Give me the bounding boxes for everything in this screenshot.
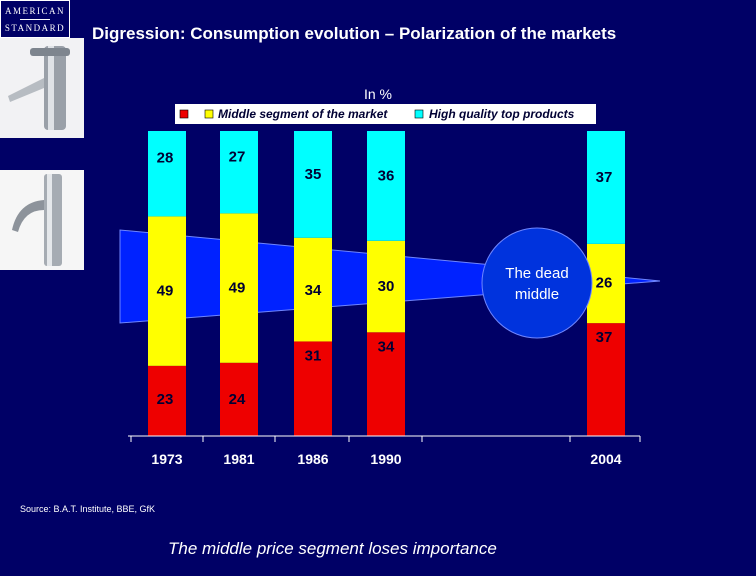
- x-label-1981: 1981: [223, 451, 254, 467]
- data-label-low-1981: 24: [229, 391, 246, 408]
- data-label-high-1986: 35: [305, 166, 322, 183]
- x-label-2004: 2004: [590, 451, 621, 467]
- bar-segment-high-1981: [220, 131, 258, 214]
- logo-divider: [20, 19, 50, 20]
- faucet-photo-2: [0, 170, 84, 270]
- x-axis-labels: 1973 1981 1986 1990 2004: [151, 451, 621, 467]
- data-label-middle-1990: 30: [378, 278, 395, 295]
- data-label-high-2004: 37: [596, 169, 613, 186]
- bar-segment-low-1990: [367, 332, 405, 436]
- bar-segment-low-2004: [587, 323, 625, 436]
- data-label-low-1990: 34: [378, 338, 395, 355]
- data-label-high-1973: 28: [157, 150, 174, 167]
- company-logo: AMERICAN STANDARD: [0, 0, 70, 38]
- legend-label-middle: Middle segment of the market: [218, 107, 388, 121]
- dead-middle-label-line-1: The dead: [505, 265, 568, 282]
- legend-box: [175, 104, 596, 124]
- logo-line-2: STANDARD: [4, 23, 66, 33]
- unit-label: In %: [364, 86, 392, 102]
- legend-swatch-middle: [204, 109, 214, 119]
- bar-segment-middle-2004: [587, 243, 625, 324]
- data-label-high-1990: 36: [378, 167, 395, 184]
- data-label-middle-1973: 49: [157, 283, 174, 300]
- source-note: Source: B.A.T. Institute, BBE, GfK: [20, 504, 156, 514]
- bar-segment-middle-1981: [220, 213, 258, 363]
- data-label-low-1973: 23: [157, 391, 174, 408]
- bar-group: 23 49 28 24 49 27 31 34 35 34 30 36 37 26 37: [148, 131, 625, 436]
- slide-title: Digression: Consumption evolution – Pola…: [92, 24, 617, 43]
- data-label-middle-1986: 34: [305, 282, 322, 299]
- dead-middle-annotation: The dead middle: [481, 227, 593, 339]
- footer-message: The middle price segment loses importanc…: [168, 539, 497, 558]
- bar-segment-high-1986: [294, 131, 332, 238]
- x-label-1973: 1973: [151, 451, 182, 467]
- x-label-1990: 1990: [370, 451, 401, 467]
- data-label-low-2004: 37: [596, 329, 613, 346]
- data-label-high-1981: 27: [229, 148, 246, 165]
- bar-segment-low-1981: [220, 362, 258, 436]
- bar-segment-middle-1986: [294, 237, 332, 342]
- faucet-photo-1: [0, 38, 84, 138]
- bar-segment-middle-1990: [367, 240, 405, 333]
- bar-segment-high-1990: [367, 131, 405, 241]
- bar-segment-high-1973: [148, 131, 186, 217]
- x-label-1986: 1986: [297, 451, 328, 467]
- logo-line-1: AMERICAN: [4, 6, 65, 16]
- dead-middle-label-line-2: middle: [515, 286, 559, 303]
- legend-label-high: High quality top products: [429, 107, 575, 121]
- data-label-middle-1981: 49: [229, 280, 246, 297]
- dead-middle-circle: [481, 227, 593, 339]
- data-label-middle-2004: 26: [596, 274, 613, 291]
- chart-legend: In % Middle segment of the market High q…: [175, 86, 596, 124]
- x-axis-ticks: [130, 436, 641, 442]
- bar-segment-low-1986: [294, 341, 332, 436]
- bar-segment-low-1973: [148, 365, 186, 436]
- data-label-low-1986: 31: [305, 347, 322, 364]
- legend-swatch-high: [414, 109, 424, 119]
- bar-segment-high-2004: [587, 131, 625, 244]
- legend-swatch-low: [179, 109, 189, 119]
- bar-segment-middle-1973: [148, 216, 186, 366]
